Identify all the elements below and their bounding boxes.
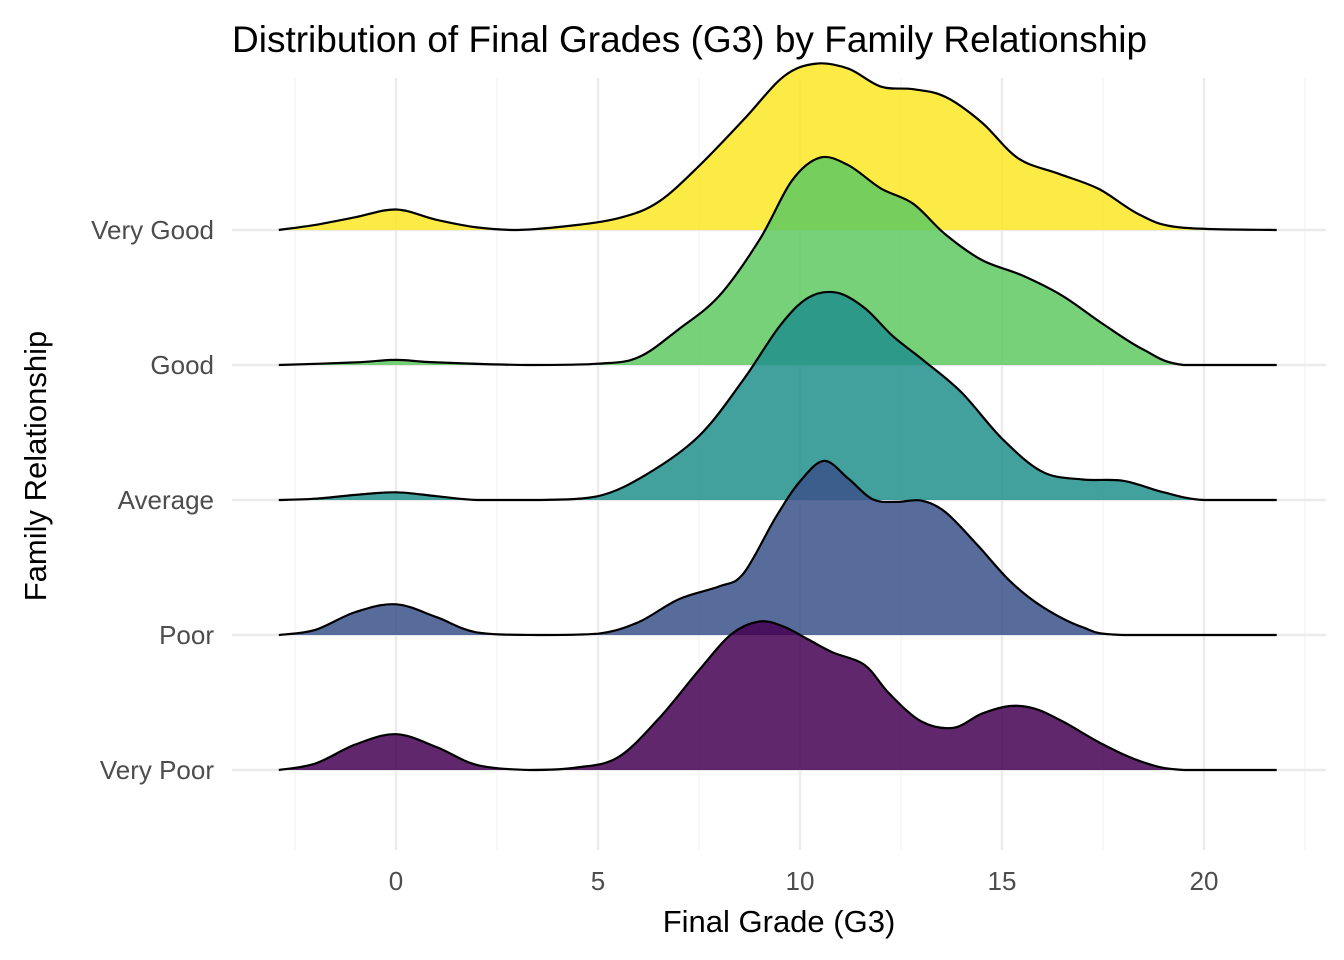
- ridge-fill-very-good: [278, 63, 1277, 230]
- y-tick-label-average: Average: [118, 485, 214, 515]
- ridge-fill-good: [278, 156, 1277, 365]
- ridge-outline-good: [278, 155, 1277, 367]
- y-axis-title: Family Relationship: [18, 331, 53, 602]
- x-axis-title: Final Grade (G3): [663, 904, 896, 939]
- ridge-fill-poor: [278, 460, 1277, 635]
- x-tick-label-0: 0: [389, 866, 403, 896]
- ridge-outline-very-poor: [278, 620, 1277, 772]
- ridge-fill-very-poor: [278, 621, 1277, 770]
- x-tick-label-15: 15: [988, 866, 1017, 896]
- y-tick-label-very-good: Very Good: [91, 215, 214, 245]
- y-tick-label-very-poor: Very Poor: [100, 755, 215, 785]
- x-tick-label-5: 5: [591, 866, 605, 896]
- ridge-outline-poor: [278, 459, 1277, 637]
- y-tick-label-poor: Poor: [159, 620, 214, 650]
- chart-title: Distribution of Final Grades (G3) by Fam…: [232, 19, 1147, 60]
- ridge-outline-average: [278, 290, 1277, 502]
- y-axis-tick-labels: Very Poor Poor Average Good Very Good: [91, 215, 214, 785]
- y-tick-label-good: Good: [150, 350, 214, 380]
- x-tick-label-20: 20: [1190, 866, 1219, 896]
- ridge-fill-average: [278, 291, 1277, 500]
- x-tick-label-10: 10: [786, 866, 815, 896]
- x-axis-tick-labels: 0 5 10 15 20: [389, 866, 1219, 896]
- ridges: [278, 62, 1277, 772]
- ridge-outline-very-good: [278, 62, 1277, 232]
